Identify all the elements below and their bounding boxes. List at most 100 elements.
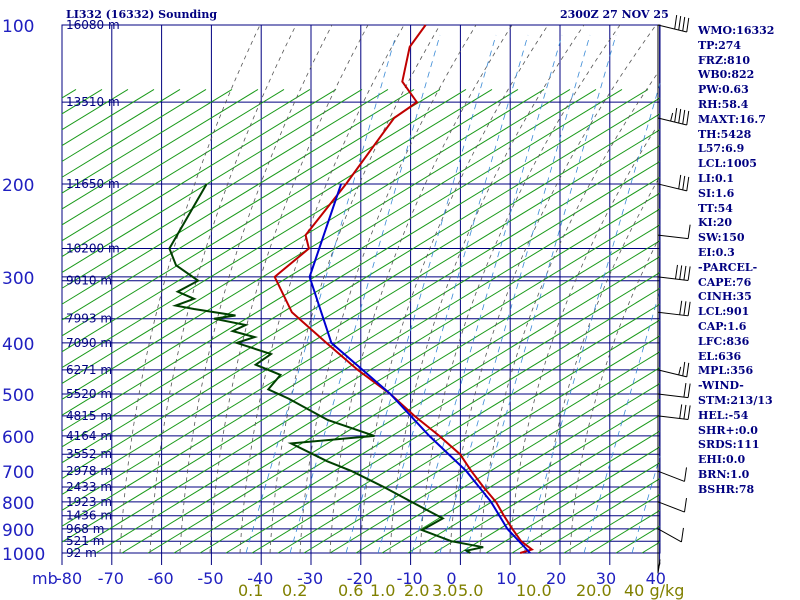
height-label: 9010 m — [66, 274, 112, 288]
dry-adiabat — [589, 509, 661, 554]
stat-item: KI:20 — [698, 216, 733, 230]
stat-item: -PARCEL- — [698, 260, 758, 274]
barb-feather — [682, 16, 686, 32]
barb-staff — [657, 24, 687, 33]
height-label: 2978 m — [66, 464, 112, 478]
barb-feather — [684, 467, 687, 482]
height-label: 521 m — [66, 534, 104, 548]
height-label: 5520 m — [66, 387, 112, 401]
mixing-ratio-label: 40 g/kg — [624, 581, 684, 600]
dry-adiabat — [61, 88, 623, 432]
stat-item: EHI:0.0 — [698, 453, 746, 467]
stat-item: -WIND- — [698, 379, 744, 393]
stat-item: TT:54 — [698, 201, 733, 215]
barb-staff — [657, 276, 689, 281]
height-label: 13510 m — [66, 95, 120, 109]
height-label: 7993 m — [66, 312, 112, 326]
stat-item: LCL:901 — [698, 305, 750, 319]
height-label: 11650 m — [66, 177, 120, 191]
temperature-tick-label: -10 — [397, 569, 423, 588]
dry-adiabat — [61, 88, 571, 400]
stat-item: SRDS:111 — [698, 438, 760, 452]
barb-feather — [683, 301, 687, 316]
temperature-tick-label: -40 — [247, 569, 273, 588]
dry-adiabat — [485, 446, 661, 554]
mixing-ratio-line — [245, 34, 397, 554]
mixing-ratio-line — [377, 34, 529, 554]
dry-adiabat — [61, 176, 661, 543]
height-label: 2433 m — [66, 480, 112, 494]
stat-item: SHR+:0.0 — [698, 423, 758, 437]
barb-feather — [683, 404, 687, 420]
stat-item: BRN:1.0 — [698, 467, 750, 481]
moist-adiabat — [509, 128, 656, 554]
pressure-tick-label: 700 — [2, 463, 34, 483]
stat-item: SW:150 — [698, 231, 745, 245]
moist-adiabat — [299, 24, 477, 554]
height-label: 6271 m — [66, 363, 112, 377]
stat-item: HEL:-54 — [698, 408, 749, 422]
temperature-tick-label: -60 — [148, 569, 174, 588]
stat-item: FRZ:810 — [698, 53, 751, 67]
barb-staff — [657, 415, 689, 420]
dry-adiabat — [61, 88, 129, 131]
height-label: 968 m — [66, 522, 104, 536]
wind-barbs — [657, 14, 691, 574]
dry-adiabat — [61, 160, 661, 527]
mixing-ratio-line — [345, 34, 497, 554]
wind-barb — [657, 14, 690, 33]
stat-item: RH:58.4 — [698, 97, 749, 111]
mixing-ratio-line — [439, 34, 591, 554]
height-label: 16080 m — [66, 18, 120, 32]
moist-adiabat — [149, 24, 297, 554]
moist-adiabat — [389, 24, 585, 554]
dry-adiabat — [61, 88, 649, 448]
barb-staff — [657, 393, 689, 399]
stat-item: EI:0.3 — [698, 245, 735, 259]
mixing-ratio-label: 20.0 — [576, 581, 612, 600]
barb-staff — [657, 528, 682, 543]
barb-feather — [682, 361, 686, 376]
barb-staff — [657, 501, 685, 513]
mixing-ratio-label: 0.1 — [238, 581, 263, 600]
dry-adiabat — [61, 88, 103, 115]
barb-feather — [687, 224, 691, 239]
dry-adiabat — [381, 382, 661, 554]
wind-barb — [657, 527, 684, 543]
height-label: 7090 m — [66, 336, 112, 350]
dry-adiabat — [61, 88, 545, 384]
height-label: 3552 m — [66, 447, 112, 461]
dewpoint-line — [168, 183, 484, 554]
pressure-tick-label: 500 — [2, 386, 34, 406]
barb-feather — [657, 562, 661, 571]
stat-item: MAXT:16.7 — [698, 112, 766, 126]
dry-adiabat — [61, 88, 311, 242]
stat-item: L57:6.9 — [698, 142, 745, 156]
dry-adiabat — [537, 478, 661, 554]
height-label: 1436 m — [66, 509, 112, 523]
barb-feather — [679, 300, 683, 315]
barb-feather — [674, 14, 678, 30]
mixing-ratio-label: 5.0 — [458, 581, 483, 600]
wind-barb — [657, 174, 690, 192]
stat-item: TH:5428 — [698, 127, 752, 141]
dry-adiabat — [251, 303, 661, 554]
barb-feather — [680, 527, 684, 543]
dry-adiabat — [511, 462, 661, 554]
pressure-tick-label: 900 — [2, 521, 34, 541]
barb-feather — [686, 176, 690, 191]
moist-adiabat — [269, 24, 441, 554]
moist-adiabat — [119, 24, 261, 554]
stat-item: LCL:1005 — [698, 157, 757, 171]
stat-item: EL:636 — [698, 349, 742, 363]
pressure-tick-label: 600 — [2, 428, 34, 448]
barb-feather — [679, 265, 683, 280]
moist-adiabat — [359, 24, 549, 554]
dry-adiabat — [459, 430, 661, 554]
mixing-ratio-line — [631, 456, 661, 554]
dry-adiabat — [355, 367, 661, 554]
dry-adiabat — [615, 525, 661, 554]
mixing-ratio-label: 2.0 — [404, 581, 429, 600]
